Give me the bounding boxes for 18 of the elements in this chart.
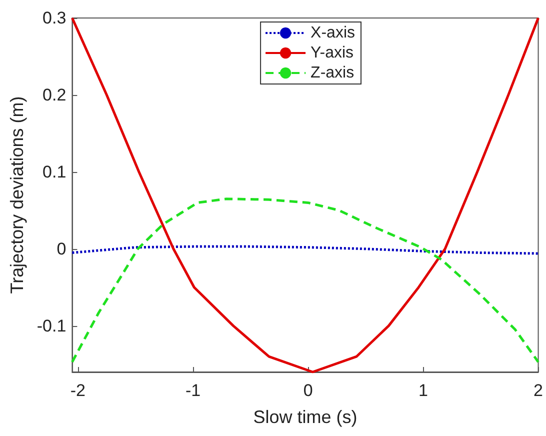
y-tick-label: 0.1: [42, 162, 66, 182]
x-tick-label: -2: [70, 381, 86, 400]
x-tick-label: -1: [185, 381, 201, 400]
x-axis-title: Slow time (s): [253, 407, 358, 427]
legend-label: Y-axis: [310, 44, 354, 62]
y-tick-label: 0: [56, 239, 66, 258]
y-tick-label: 0.2: [42, 85, 66, 104]
x-tick-label: 1: [418, 381, 428, 400]
y-tick-label: 0.3: [42, 8, 66, 28]
legend-label: Z-axis: [310, 64, 354, 82]
x-tick-label: 2: [534, 381, 544, 400]
legend-label: X-axis: [310, 24, 355, 42]
line-series: [70, 198, 540, 364]
line-series: [70, 245, 540, 255]
x-tick-label: 0: [303, 381, 313, 400]
line-series: [70, 16, 540, 374]
y-tick-label: -0.1: [36, 316, 66, 336]
y-axis-title: Trajectory deviations (m): [7, 96, 27, 294]
